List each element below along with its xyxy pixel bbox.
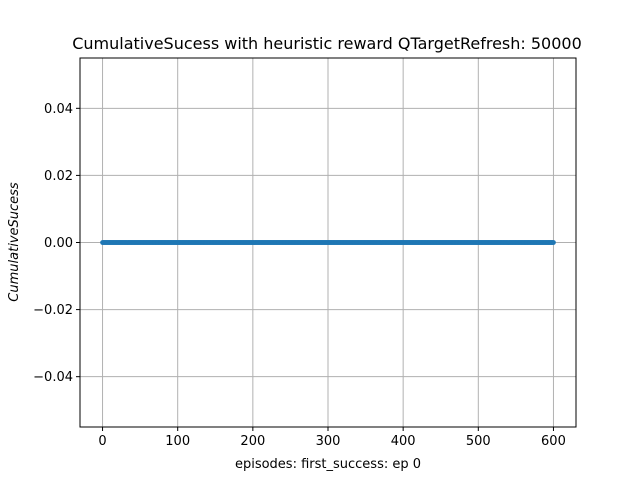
y-tick-label: 0.00 xyxy=(44,236,73,251)
x-tick-label: 100 xyxy=(165,434,190,449)
y-axis-title: CumulativeSucess xyxy=(7,182,22,302)
x-tick-label: 600 xyxy=(541,434,566,449)
x-axis-title: episodes: first_success: ep 0 xyxy=(235,457,421,472)
x-axis: 0 100 200 300 400 500 600 xyxy=(98,427,566,449)
series-0 xyxy=(100,240,556,245)
series-layer xyxy=(100,240,556,245)
y-axis: −0.04 −0.02 0.00 0.02 0.04 xyxy=(33,102,80,385)
x-tick-label: 500 xyxy=(466,434,491,449)
y-tick-label: −0.02 xyxy=(33,303,73,318)
y-tick-label: 0.02 xyxy=(44,169,73,184)
y-tick-label: 0.04 xyxy=(44,102,73,117)
x-tick-label: 400 xyxy=(391,434,416,449)
x-tick-label: 0 xyxy=(98,434,106,449)
chart-title: CumulativeSucess with heuristic reward Q… xyxy=(72,34,582,53)
data-point xyxy=(551,240,556,245)
x-tick-label: 200 xyxy=(240,434,265,449)
x-tick-label: 300 xyxy=(316,434,341,449)
y-tick-label: −0.04 xyxy=(33,370,73,385)
